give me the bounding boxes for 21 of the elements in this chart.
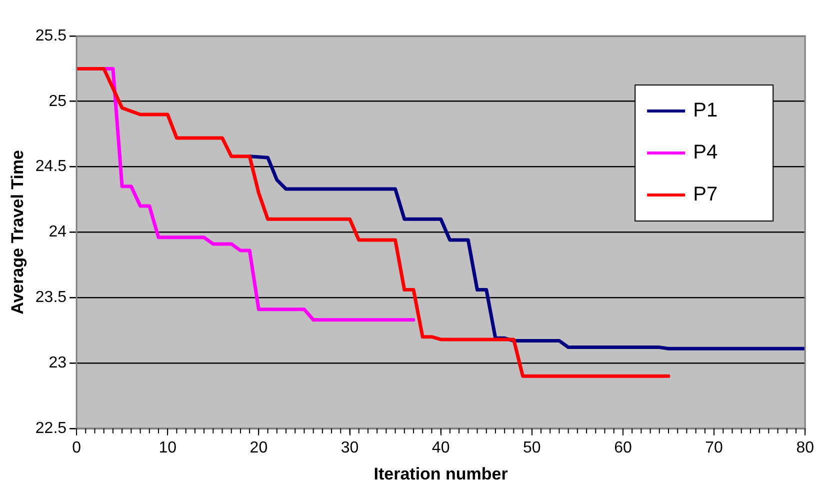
y-tick-label: 25 bbox=[48, 92, 67, 110]
y-tick-label: 24 bbox=[48, 224, 67, 241]
x-tick-label: 20 bbox=[250, 439, 268, 456]
x-tick-label: 70 bbox=[705, 439, 724, 456]
y-tick-label: 23 bbox=[48, 354, 67, 372]
x-tick-label: 80 bbox=[796, 439, 814, 456]
x-tick-label: 30 bbox=[340, 439, 359, 456]
y-tick-label: 22.5 bbox=[35, 420, 67, 437]
x-axis-title: Iteration number bbox=[374, 464, 508, 484]
x-tick-label: 0 bbox=[72, 439, 82, 456]
y-tick-label: 23.5 bbox=[35, 289, 67, 306]
legend-label: P4 bbox=[693, 142, 718, 164]
legend-label: P1 bbox=[693, 100, 718, 122]
x-tick-label: 50 bbox=[522, 439, 541, 456]
x-tick-label: 10 bbox=[158, 439, 177, 456]
x-tick-label: 60 bbox=[614, 439, 632, 456]
y-tick-label: 24.5 bbox=[35, 158, 67, 176]
x-tick-label: 40 bbox=[432, 439, 450, 456]
y-axis-title: Average Travel Time bbox=[8, 150, 27, 314]
y-tick-label: 25.5 bbox=[35, 27, 67, 44]
legend-label: P7 bbox=[693, 184, 718, 206]
